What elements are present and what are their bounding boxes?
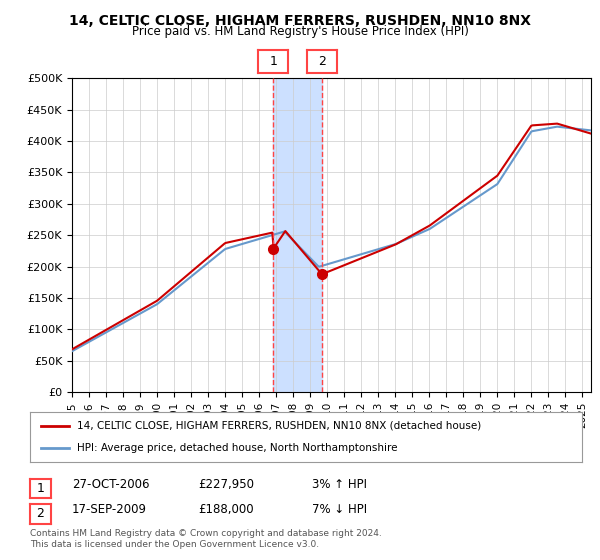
Text: 1: 1 <box>269 55 277 68</box>
Text: Price paid vs. HM Land Registry's House Price Index (HPI): Price paid vs. HM Land Registry's House … <box>131 25 469 38</box>
Text: £227,950: £227,950 <box>198 478 254 491</box>
Text: HPI: Average price, detached house, North Northamptonshire: HPI: Average price, detached house, Nort… <box>77 443 397 453</box>
Bar <box>273 78 322 392</box>
Text: 17-SEP-2009: 17-SEP-2009 <box>72 503 147 516</box>
Text: 1: 1 <box>37 482 44 495</box>
Text: Contains HM Land Registry data © Crown copyright and database right 2024.
This d: Contains HM Land Registry data © Crown c… <box>30 529 382 549</box>
Text: 7% ↓ HPI: 7% ↓ HPI <box>312 503 367 516</box>
Text: 14, CELTIC CLOSE, HIGHAM FERRERS, RUSHDEN, NN10 8NX: 14, CELTIC CLOSE, HIGHAM FERRERS, RUSHDE… <box>69 14 531 28</box>
Text: 27-OCT-2006: 27-OCT-2006 <box>72 478 149 491</box>
Text: 2: 2 <box>319 55 326 68</box>
Text: £188,000: £188,000 <box>198 503 254 516</box>
Text: 2: 2 <box>37 507 44 520</box>
Text: 3% ↑ HPI: 3% ↑ HPI <box>312 478 367 491</box>
Text: 14, CELTIC CLOSE, HIGHAM FERRERS, RUSHDEN, NN10 8NX (detached house): 14, CELTIC CLOSE, HIGHAM FERRERS, RUSHDE… <box>77 421 481 431</box>
